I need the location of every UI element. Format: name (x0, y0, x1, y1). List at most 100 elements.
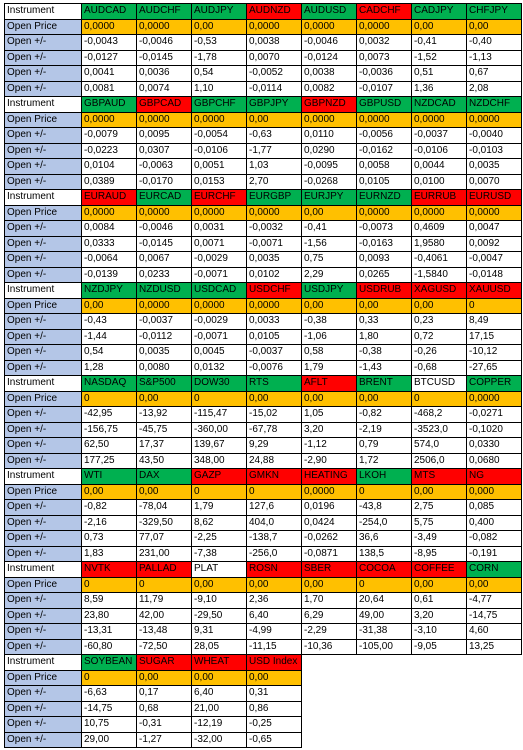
change-value: 6,29 (301, 607, 357, 624)
change-value: 177,25 (81, 452, 137, 469)
empty-cell (467, 717, 522, 733)
open-price: 0,00 (301, 576, 357, 593)
change-value: -0,0079 (81, 127, 137, 144)
instrument-header: AFLT (301, 375, 357, 392)
table-row: Open +/- -1,44 -0,0112 -0,0071 0,0105 -1,06 1,… (4, 328, 522, 345)
open-price: 0,0000 (191, 204, 247, 221)
open-price: 0,00 (136, 483, 192, 500)
change-value: 0,0105 (246, 328, 302, 345)
change-value: -0,25 (246, 716, 302, 733)
table-row: Open +/- 1,28 0,0080 0,0132 -0,0076 1,79 -1,43… (4, 359, 522, 376)
instrument-header: EURUSD (466, 189, 522, 206)
change-value: 1,80 (356, 328, 412, 345)
change-value: -0,0036 (356, 65, 412, 82)
row-label: Open +/- (4, 623, 82, 640)
change-value: 10,75 (81, 716, 137, 733)
instrument-header: S&P500 (136, 375, 192, 392)
row-label: Open Price (4, 297, 82, 314)
change-value: 348,00 (191, 452, 247, 469)
instrument-header: NVTK (81, 561, 137, 578)
instrument-header: EURRUB (411, 189, 467, 206)
row-label: Open +/- (4, 700, 82, 717)
change-value: -0,31 (136, 716, 192, 733)
change-value: 0,75 (301, 251, 357, 268)
row-label: Open Price (4, 204, 82, 221)
change-value: -0,0112 (136, 328, 192, 345)
table-row: Open Price 0 0,00 0 0,00 0,00 0,00 0 0,0000 (4, 390, 522, 407)
change-value: 0,0095 (136, 127, 192, 144)
open-price: 0,0000 (301, 111, 357, 128)
change-value: -1,52 (411, 49, 467, 66)
change-value: -0,26 (411, 344, 467, 361)
change-value: -43,8 (356, 499, 412, 516)
open-price: 0,0000 (191, 297, 247, 314)
table-row: Open +/- 62,50 17,37 139,67 9,29 -1,12 0,79 574… (4, 437, 522, 454)
open-price: 0,00 (81, 483, 137, 500)
instrument-header: COPPER (466, 375, 522, 392)
change-value: 2,70 (246, 173, 302, 190)
change-value: 0,33 (356, 313, 412, 330)
row-label: Open +/- (4, 158, 82, 175)
table-row: Open +/- 10,75 -0,31 -12,19 -0,25 (4, 716, 522, 733)
open-price: 0 (81, 576, 137, 593)
change-value: 0,0105 (356, 173, 412, 190)
instrument-header: CORN (466, 561, 522, 578)
change-value: 17,37 (136, 437, 192, 454)
empty-cell (467, 732, 522, 748)
change-value: -0,0106 (191, 142, 247, 159)
change-value: -2,16 (81, 514, 137, 531)
open-price: 0 (136, 576, 192, 593)
change-value: -0,0271 (466, 406, 522, 423)
open-price: 0 (246, 483, 302, 500)
instrument-header: AUDCAD (81, 3, 137, 20)
change-value: 0,54 (81, 344, 137, 361)
change-value: 9,29 (246, 437, 302, 454)
change-value: -0,0046 (136, 220, 192, 237)
open-price: 0,0000 (246, 18, 302, 35)
change-value: 0,0680 (466, 452, 522, 469)
change-value: 231,00 (136, 545, 192, 562)
open-price: 0,0000 (356, 111, 412, 128)
change-value: -0,0071 (191, 266, 247, 283)
change-value: 13,25 (466, 638, 522, 655)
change-value: -27,65 (466, 359, 522, 376)
change-value: -0,0127 (81, 49, 137, 66)
open-price: 0 (356, 483, 412, 500)
table-body: Instrument AUDCAD AUDCHF AUDJPY AUDNZD AUDUSD… (4, 3, 522, 748)
row-label: Open Price (4, 483, 82, 500)
table-row: Open +/- 0,0389 -0,0170 0,0153 2,70 -0,0268 0,… (4, 173, 522, 190)
row-label: Open +/- (4, 359, 82, 376)
change-value: 0,0036 (136, 65, 192, 82)
row-label: Open +/- (4, 638, 82, 655)
change-value: 0,0073 (356, 49, 412, 66)
row-label: Open +/- (4, 344, 82, 361)
change-value: -254,0 (356, 514, 412, 531)
change-value: -60,80 (81, 638, 137, 655)
table-row: Open Price 0 0 0,00 0,00 0,00 0 0,00 0,00 (4, 576, 522, 593)
empty-cell (357, 655, 412, 671)
change-value: -0,0124 (301, 49, 357, 66)
change-value: -0,0037 (246, 344, 302, 361)
table-row: Open +/- -156,75 -45,75 -360,00 -67,78 3,20 -2… (4, 421, 522, 438)
change-value: 0,0074 (136, 80, 192, 97)
change-value: -72,50 (136, 638, 192, 655)
open-price: 0,00 (246, 390, 302, 407)
change-value: 127,6 (246, 499, 302, 516)
change-value: -10,12 (466, 344, 522, 361)
instrument-header: XAUUSD (466, 282, 522, 299)
change-value: -0,0223 (81, 142, 137, 159)
change-value: 0,0084 (81, 220, 137, 237)
row-label: Instrument (4, 561, 82, 578)
instrument-header: AUDJPY (191, 3, 247, 20)
change-value: 8,49 (466, 313, 522, 330)
change-value: -8,95 (411, 545, 467, 562)
change-value: 1,79 (191, 499, 247, 516)
change-value: -0,0139 (81, 266, 137, 283)
table-row: Open +/- -42,95 -13,92 -115,47 -15,02 1,05 -0,… (4, 406, 522, 423)
empty-cell (302, 670, 357, 686)
empty-cell (302, 701, 357, 717)
change-value: 0,0330 (466, 437, 522, 454)
change-value: -0,0064 (81, 251, 137, 268)
open-price: 0,00 (301, 390, 357, 407)
